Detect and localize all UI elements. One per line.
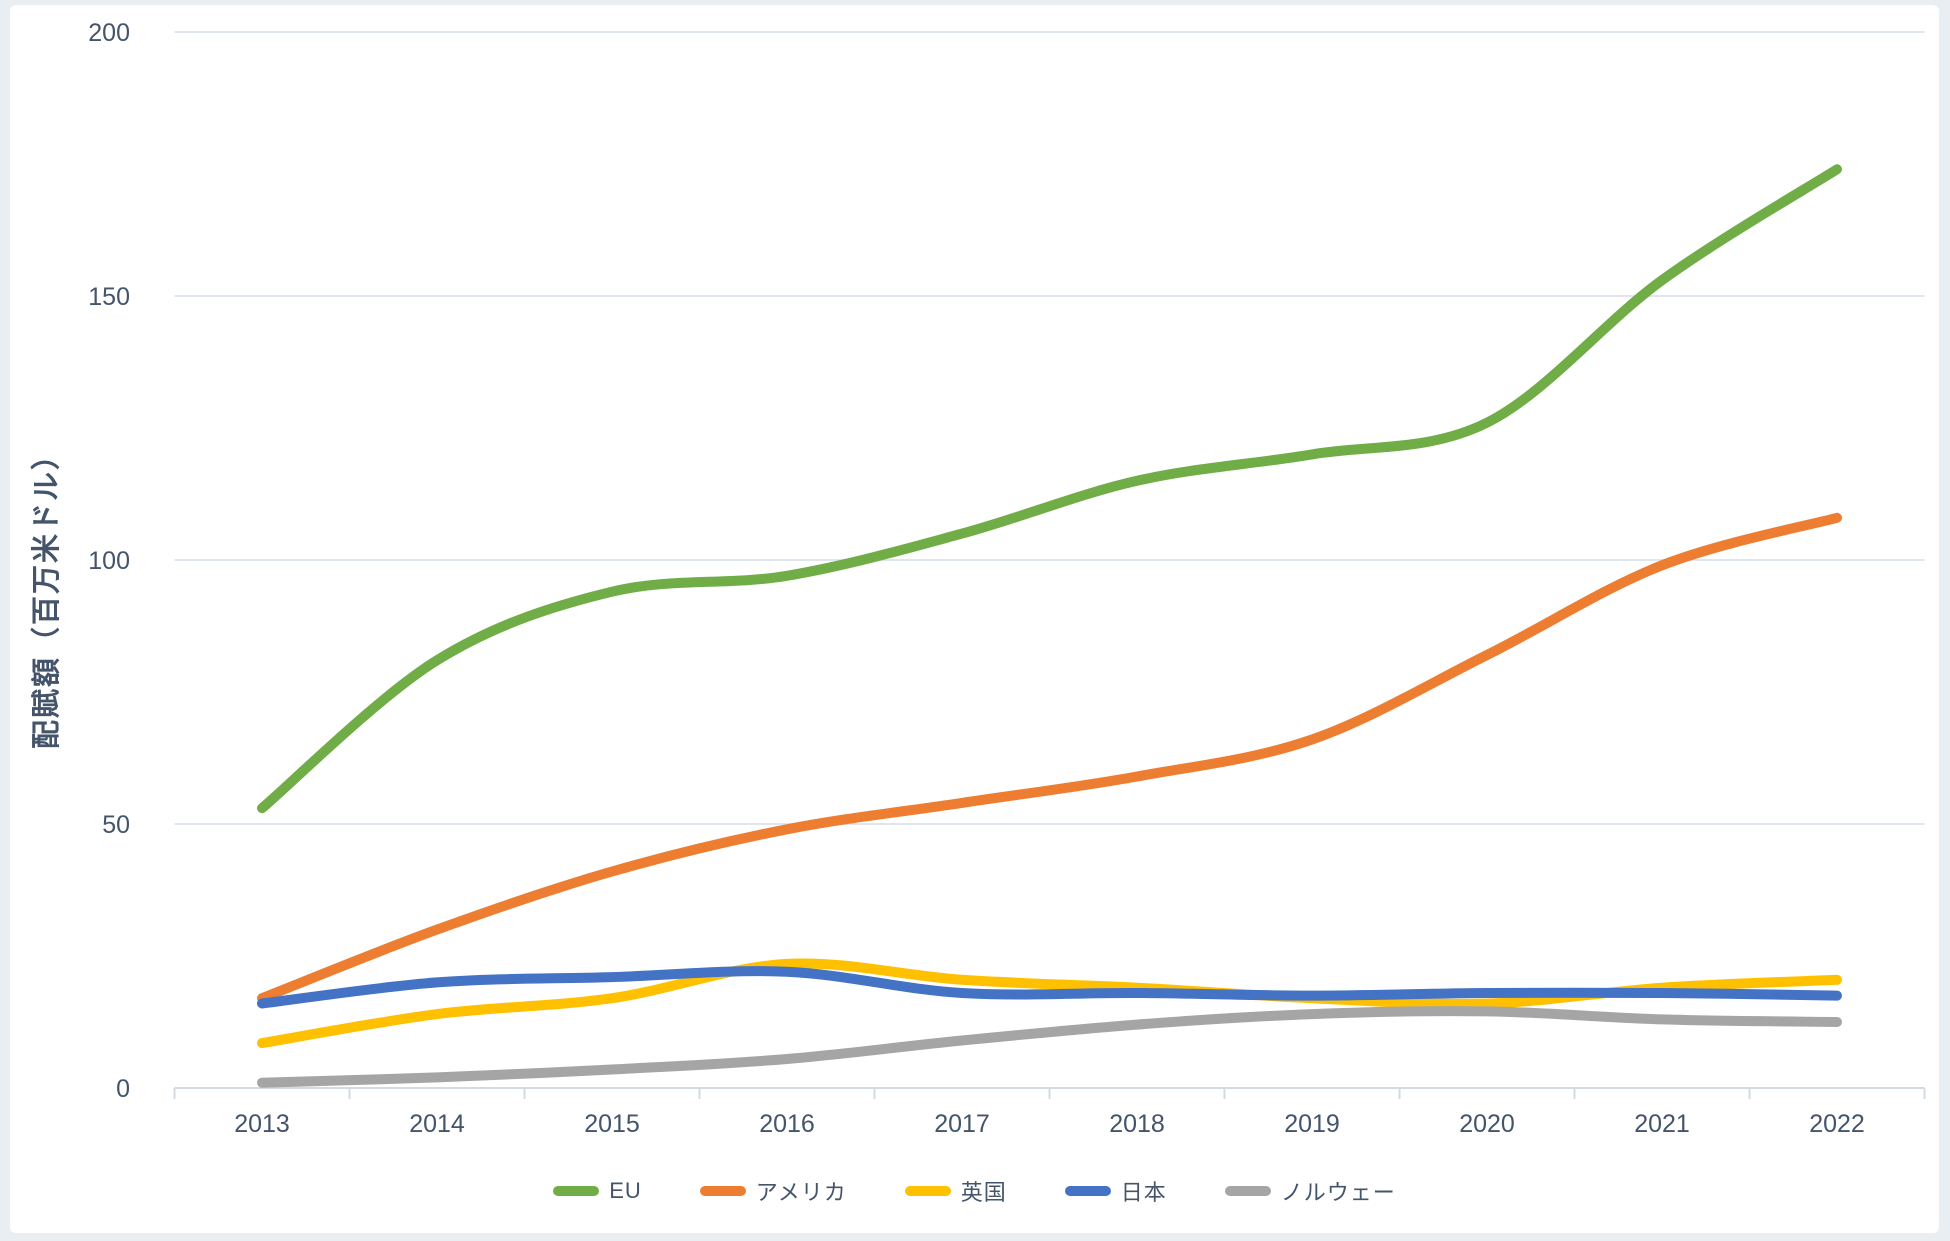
x-tick-label: 2021 bbox=[1634, 1110, 1690, 1138]
legend-swatch-icon bbox=[553, 1186, 600, 1196]
x-tick-label: 2016 bbox=[759, 1110, 815, 1138]
y-tick-label: 200 bbox=[88, 19, 130, 47]
x-tick-label: 2018 bbox=[1109, 1110, 1165, 1138]
legend-item-ノルウェー: ノルウェー bbox=[1224, 1175, 1396, 1207]
y-tick-label: 50 bbox=[102, 811, 130, 839]
legend-item-アメリカ: アメリカ bbox=[699, 1175, 847, 1207]
x-tick-label: 2015 bbox=[584, 1110, 640, 1138]
legend-label: 英国 bbox=[960, 1180, 1007, 1205]
series-line-アメリカ bbox=[257, 512, 1842, 1004]
legend-item-日本: 日本 bbox=[1064, 1175, 1167, 1207]
chart-svg: 0 50 100 150 200 2013 2014 2015 2016 2017 2018 2019… bbox=[88, 19, 1926, 1138]
y-tick-label: 100 bbox=[88, 547, 130, 575]
x-tick-label: 2017 bbox=[934, 1110, 990, 1138]
legend-swatch-icon bbox=[699, 1186, 746, 1196]
x-tick-label: 2020 bbox=[1459, 1110, 1515, 1138]
legend-label: アメリカ bbox=[755, 1180, 847, 1205]
y-tick-label: 0 bbox=[116, 1075, 130, 1103]
x-tick-label: 2022 bbox=[1809, 1110, 1865, 1138]
chart-card: 0 50 100 150 200 2013 2014 2015 2016 2017 2018 2019… bbox=[10, 5, 1939, 1233]
x-tick-label: 2014 bbox=[409, 1110, 465, 1138]
legend-swatch-icon bbox=[1224, 1186, 1271, 1196]
y-axis-title: 配賦額（百万米ドル） bbox=[31, 439, 63, 750]
series-line-EU bbox=[257, 164, 1842, 814]
legend-label: ノルウェー bbox=[1280, 1180, 1396, 1205]
legend-label: 日本 bbox=[1120, 1180, 1167, 1205]
legend-swatch-icon bbox=[904, 1186, 951, 1196]
legend: EU アメリカ 英国 日本 ノルウェー bbox=[10, 1175, 1939, 1207]
legend-swatch-icon bbox=[1064, 1186, 1111, 1196]
legend-item-EU: EU bbox=[553, 1178, 642, 1204]
legend-label: EU bbox=[609, 1178, 642, 1203]
x-tick-label: 2013 bbox=[234, 1110, 290, 1138]
series-line-ノルウェー bbox=[257, 1006, 1842, 1088]
y-tick-label: 150 bbox=[88, 283, 130, 311]
series-line-日本 bbox=[257, 966, 1842, 1009]
x-tick-label: 2019 bbox=[1284, 1110, 1340, 1138]
legend-item-英国: 英国 bbox=[904, 1175, 1007, 1207]
